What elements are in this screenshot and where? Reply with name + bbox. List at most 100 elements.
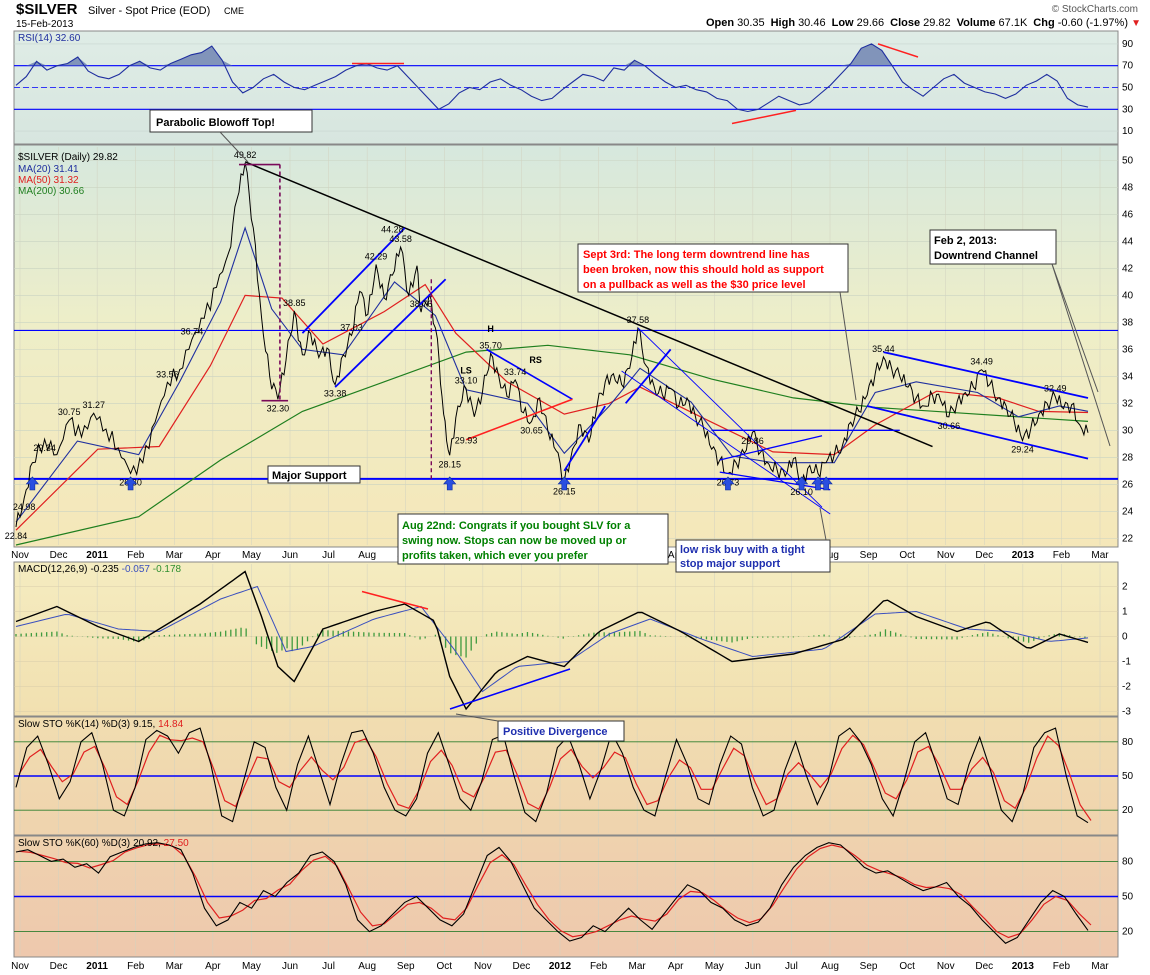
price-x-tick-label: Dec [975,550,993,561]
bottom-x-tick-label: Sep [397,961,415,972]
rsi-tick-label: 90 [1122,39,1134,50]
price-legend-title: $SILVER (Daily) 29.82 [18,152,118,163]
sto14-legend-d: 14.84 [158,719,183,730]
rsi-tick-label: 50 [1122,83,1134,94]
price-point-label: 29.24 [1011,445,1034,455]
bottom-x-tick-label: Mar [1091,961,1109,972]
price-point-label: 30.75 [58,407,81,417]
macd-legend-prefix: MACD(12,26,9) [18,564,87,575]
macd-legend-hist: -0.178 [153,564,182,575]
feb2-pointer-a [1051,263,1099,393]
sto60-k-line [15,842,1089,944]
chg-down-icon: ▼ [1131,18,1141,29]
ohlc-summary: Open 30.35 High 30.46 Low 29.66 Close 29.82 Volu… [706,17,1128,29]
price-line [15,162,1089,527]
price-point-label: 36.74 [181,326,204,336]
buy-arrow [794,476,809,491]
price-x-tick-label: Aug [358,550,376,561]
price-tick-label: 28 [1122,452,1134,463]
price-point-label: 29.86 [741,436,764,446]
open-label: Open [706,17,734,29]
bottom-x-tick-label: Jun [745,961,761,972]
price-point-label: 35.44 [872,344,895,354]
series-layer [14,43,1118,944]
price-x-tick-label: Mar [166,550,184,561]
aug22-line3: profits taken, which ever you prefer [402,550,589,562]
price-tick-label: 42 [1122,263,1134,274]
buy-arrow [443,476,457,491]
lowrisk-line2: stop major support [680,558,781,570]
macd-tick-label: -3 [1122,707,1131,718]
price-point-label: 30.65 [520,426,543,436]
macd-tick-label: 2 [1122,582,1128,593]
price-x-tick-label: Nov [11,550,29,561]
pattern-label: H [487,324,494,334]
price-point-label: 24.98 [13,502,36,512]
rebound-channel-upper [624,348,672,404]
rsi-overbought-fill [26,43,893,66]
macd-tick-label: -1 [1122,657,1131,668]
volume-value: 67.1K [999,17,1028,29]
macd-pos-divergence [449,668,571,710]
sept3-pointer [839,291,857,401]
rsi-tick-label: 30 [1122,104,1134,115]
bottom-x-tick-label: 2013 [1012,961,1035,972]
price-point-label: 31.27 [82,400,105,410]
price-point-label: 42.29 [365,252,388,262]
price-point-label: 38.76 [410,299,433,309]
blowoff-pointer [219,131,249,163]
price-point-label: 29.93 [455,435,478,445]
bottom-x-tick-label: Feb [127,961,145,972]
sept3-line3: on a pullback as well as the $30 price l… [583,279,806,291]
down-channel-lower [621,370,831,515]
bottom-x-tick-label: Nov [11,961,29,972]
macd-tick-label: 1 [1122,607,1128,618]
bottom-x-tick-label: Feb [1053,961,1071,972]
close-label: Close [890,17,920,29]
price-point-label: 35.70 [479,340,502,350]
buy-arrow [557,476,571,491]
major-support-annotation: Major Support [272,470,347,482]
price-point-label: 30.66 [938,421,961,431]
price-tick-label: 48 [1122,182,1134,193]
high-value: 30.46 [798,17,826,29]
price-point-label: 26.15 [553,486,576,496]
price-x-tick-label: 2011 [86,550,108,561]
price-point-label: 33.56 [156,369,179,379]
price-point-label: 33.10 [455,375,478,385]
macd-legend-macd: -0.235 [90,564,119,575]
ma200-legend: MA(200) 30.66 [18,186,85,197]
sto14-d-line [18,734,1092,821]
bottom-x-tick-label: Nov [937,961,955,972]
price-x-tick-label: Jun [282,550,298,561]
price-tick-label: 26 [1122,479,1134,490]
sto60-legend-d: 27.50 [164,838,189,849]
price-x-tick-label: Mar [1091,550,1109,561]
open-value: 30.35 [737,17,765,29]
price-point-label: 44.28 [381,225,404,235]
posdiv-pointer [455,713,499,722]
price-x-tick-label: Nov [937,550,955,561]
blowoff-annotation: Parabolic Blowoff Top! [156,117,275,129]
sept3-line1: Sept 3rd: The long term downtrend line h… [583,249,810,261]
feb2-pointer-b [1051,263,1111,447]
price-x-tick-label: 2013 [1012,550,1035,561]
buy-arrow [123,476,138,491]
bottom-x-tick-label: Oct [437,961,453,972]
macd-line [15,570,1089,711]
price-tick-label: 24 [1122,506,1134,517]
rsi-red-mark-3 [877,43,919,58]
price-x-tick-label: Jul [322,550,335,561]
sto14-legend-k: 9.15 [133,719,153,730]
ma20-legend: MA(20) 31.41 [18,164,79,175]
bottom-x-tick-label: Dec [513,961,531,972]
buy-arrow [25,476,40,491]
price-point-label: 22.84 [5,531,28,541]
major-support-box [267,465,361,484]
price-point-label: 34.49 [970,357,993,367]
price-x-tick-label: May [242,550,261,561]
sto14-tick-label: 20 [1122,805,1134,816]
sto60-d-line [18,843,1092,939]
sto14-legend-prefix: Slow STO %K(14) %D(3) [18,719,130,730]
